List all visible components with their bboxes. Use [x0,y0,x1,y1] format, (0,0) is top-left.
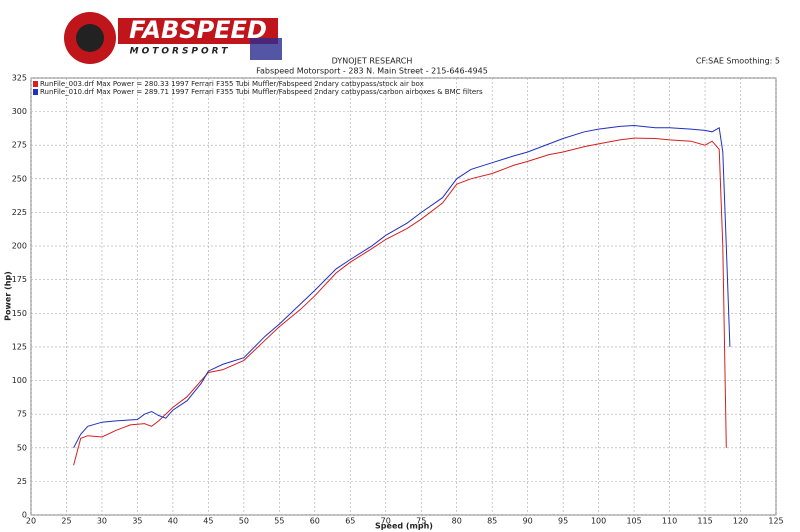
legend-swatch [33,81,38,87]
x-tick-label: 120 [733,517,748,526]
x-tick-label: 80 [452,517,462,526]
series-line [73,137,727,466]
y-tick-label: 175 [12,275,27,284]
y-tick-label: 275 [12,141,27,150]
logo: FABSPEED MOTORSPORT [64,12,282,64]
y-tick-label: 100 [12,376,27,385]
y-tick-label: 325 [12,74,27,83]
legend-swatch [33,89,38,95]
logo-flag [250,38,282,60]
y-tick-label: 200 [12,242,27,251]
x-tick-label: 40 [168,517,178,526]
chart-subtitle: Fabspeed Motorsport - 283 N. Main Street… [256,67,488,76]
x-tick-label: 100 [591,517,606,526]
chart-title: DYNOJET RESEARCH [332,57,413,66]
x-tick-label: 55 [274,517,284,526]
x-tick-label: 105 [626,517,641,526]
x-tick-label: 70 [381,517,391,526]
logo-name: FABSPEED [129,16,267,44]
legend-label: RunFile_010.drf Max Power = 289.71 1997 … [40,88,483,96]
logo-badge-center [76,24,104,52]
x-tick-label: 65 [345,517,355,526]
plot-area [30,77,777,516]
y-tick-label: 75 [17,410,27,419]
y-tick-label: 50 [17,443,27,452]
y-tick-label: 0 [22,511,27,520]
x-tick-label: 25 [61,517,71,526]
x-tick-label: 110 [662,517,677,526]
x-axis-label: Speed (mph) [375,522,433,531]
x-tick-label: 95 [558,517,568,526]
x-tick-label: 20 [26,517,36,526]
x-tick-label: 30 [97,517,107,526]
series-line [73,124,731,449]
y-tick-label: 25 [17,477,27,486]
x-tick-label: 115 [697,517,712,526]
x-tick-label: 125 [768,517,783,526]
settings-note: CF:SAE Smoothing: 5 [696,57,780,66]
x-tick-label: 45 [203,517,213,526]
x-tick-label: 35 [132,517,142,526]
y-tick-label: 150 [12,309,27,318]
logo-tagline: MOTORSPORT [130,47,231,57]
x-tick-label: 75 [416,517,426,526]
y-tick-label: 300 [12,107,27,116]
y-tick-label: 225 [12,208,27,217]
y-tick-label: 125 [12,342,27,351]
x-tick-label: 85 [487,517,497,526]
x-tick-label: 90 [523,517,533,526]
legend-label: RunFile_003.drf Max Power = 280.33 1997 … [40,80,424,88]
x-tick-label: 50 [239,517,249,526]
x-tick-label: 60 [310,517,320,526]
y-tick-label: 250 [12,174,27,183]
y-axis-label: Power (hp) [4,271,13,321]
